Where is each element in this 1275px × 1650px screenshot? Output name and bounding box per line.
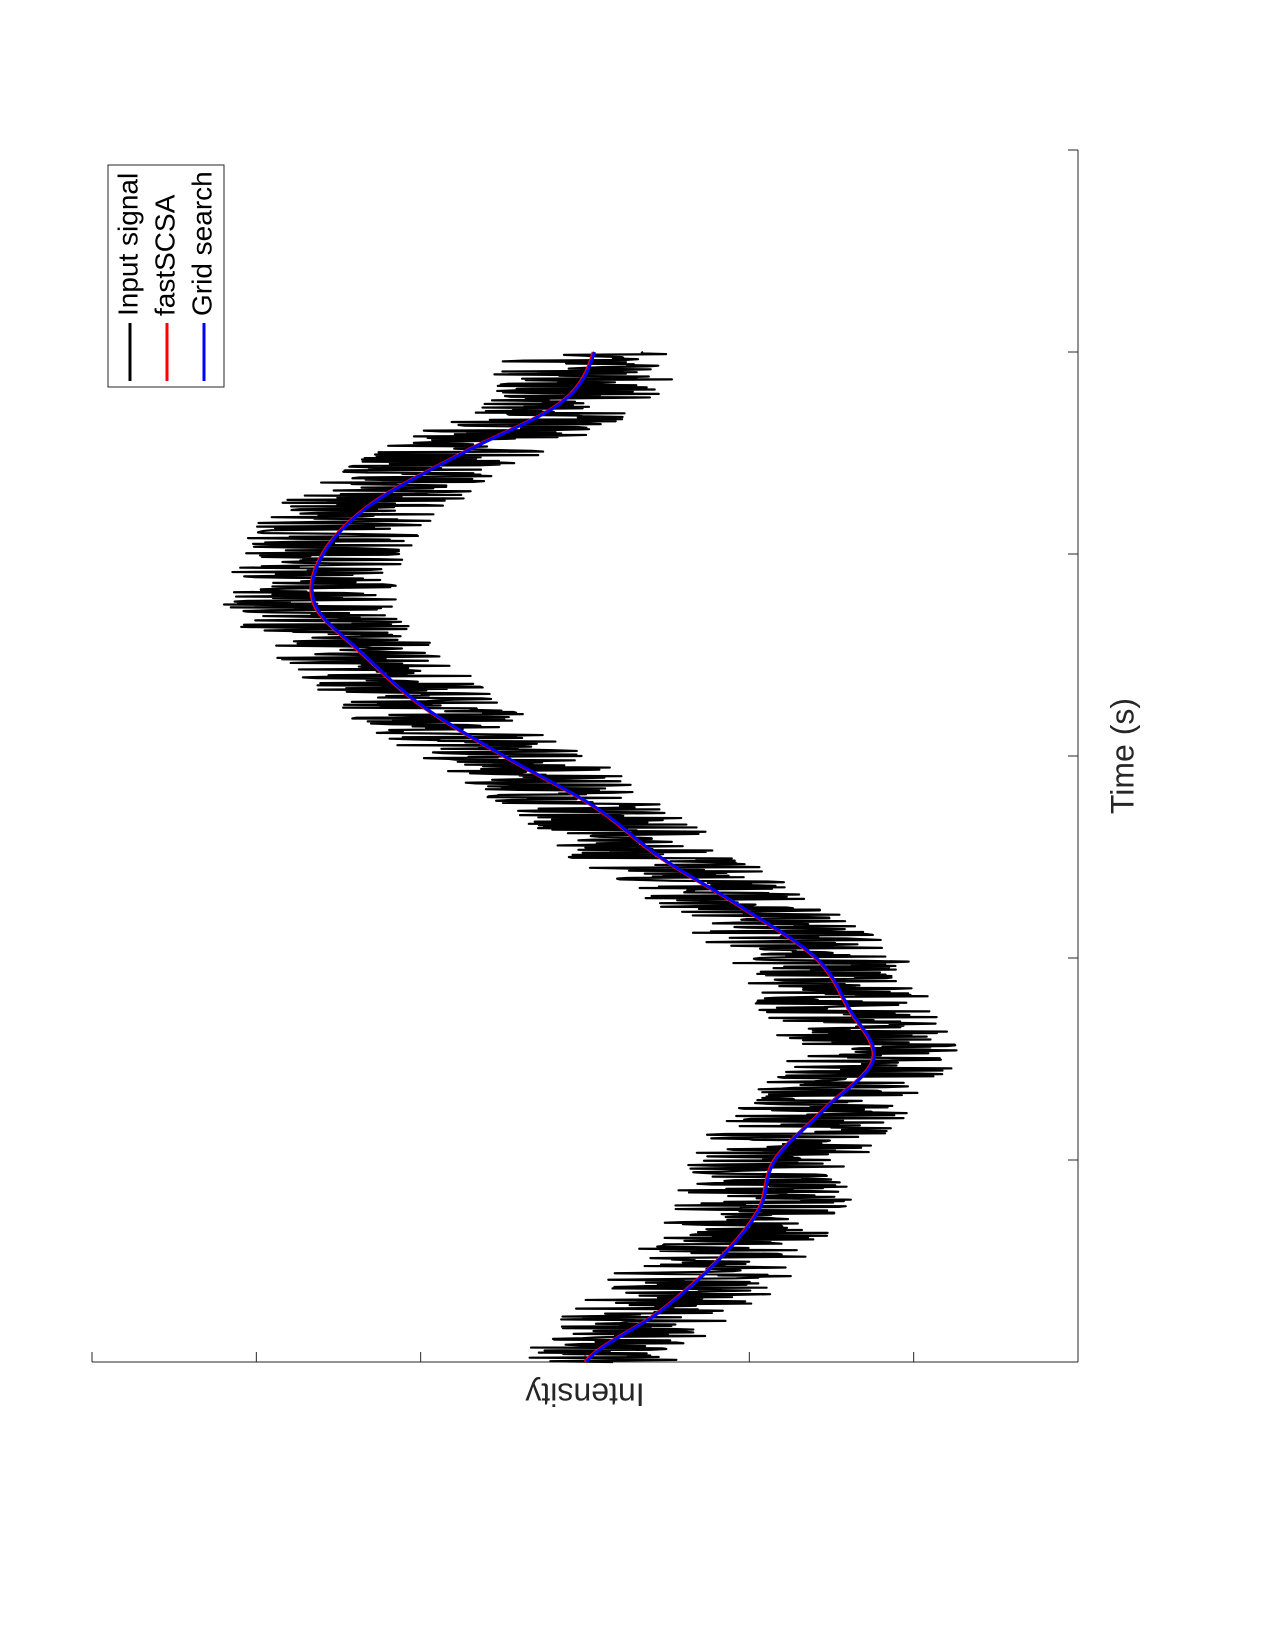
legend: Input signal fastSCSA Grid search	[107, 164, 225, 388]
legend-label-fastscsa: fastSCSA	[149, 194, 180, 316]
series-line-grid-search	[310, 351, 876, 1363]
legend-label-grid-search: Grid search	[186, 171, 217, 316]
series-line-input-signal	[222, 351, 958, 1364]
legend-label-input-signal: Input signal	[112, 173, 143, 316]
axes	[91, 149, 1079, 1363]
series-layer	[222, 351, 958, 1364]
legend-entries: Input signal fastSCSA Grid search	[112, 171, 217, 381]
x-axis-label: Time (s)	[1104, 698, 1140, 814]
y-axis-label: Intensity	[525, 1377, 644, 1413]
